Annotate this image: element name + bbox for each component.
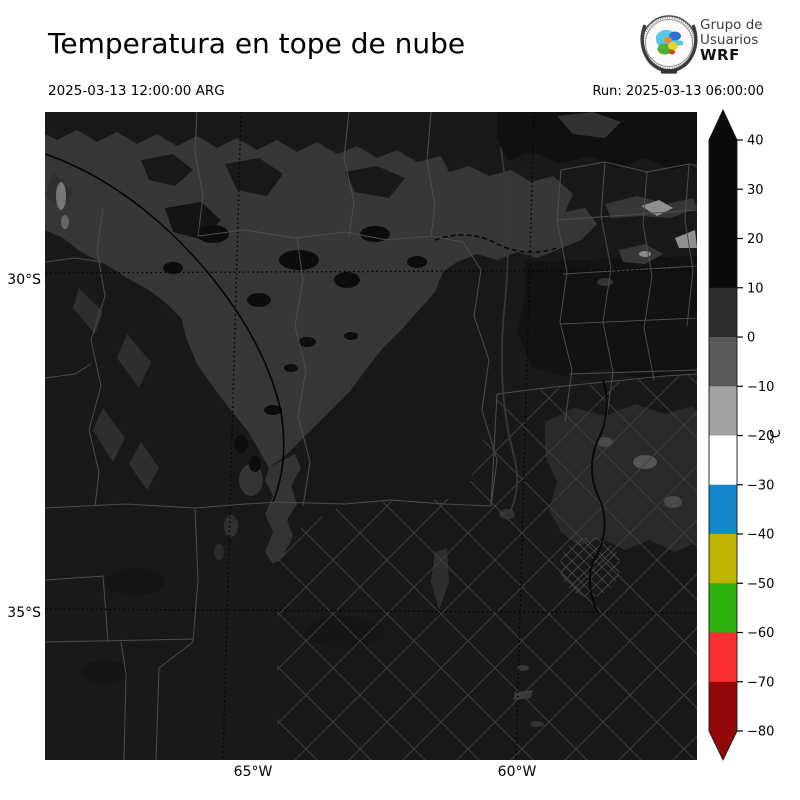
colorbar-band [709, 238, 737, 289]
colorbar-unit-label: °C [769, 429, 784, 445]
colorbar-band [709, 189, 737, 239]
logo-banner [661, 69, 677, 74]
logo-line-wrf: WRF [700, 46, 740, 64]
colorbar-tick-label: −30 [747, 478, 774, 493]
terrain-river-layer [45, 147, 608, 613]
lat-label-30s: 30°S [7, 272, 41, 288]
colorbar-band [709, 435, 737, 486]
colorbar-over-arrow [709, 110, 737, 140]
colorbar-tick-label: 10 [747, 281, 764, 296]
colorbar-tick-label: −80 [747, 725, 774, 740]
colorbar-band [709, 386, 737, 436]
logo-line-usuarios: Usuarios [700, 32, 759, 48]
map-canvas [45, 112, 697, 760]
colorbar-tick-label: −20 [747, 429, 774, 444]
lat-label-35s: 35°S [7, 605, 41, 621]
colorbar-bands [709, 140, 737, 732]
colorbar-tick-label: 40 [747, 134, 764, 149]
graticule-layer [45, 112, 697, 760]
colorbar-tick-label: −60 [747, 626, 774, 641]
run-time-label: Run: 2025-03-13 06:00:00 [592, 84, 764, 99]
gridline-30s [45, 269, 697, 274]
borders-layer [45, 112, 697, 760]
lon-label-60w: 60°W [497, 764, 537, 780]
colorbar-tick-label: −50 [747, 577, 774, 592]
colorbar-band [709, 534, 737, 584]
logo-wreath-right [671, 24, 698, 73]
lon-label-65w: 65°W [233, 764, 273, 780]
colorbar-band [709, 287, 737, 338]
logo-emblem [640, 15, 698, 74]
logo-line-grupo: Grupo de [700, 17, 763, 33]
logo-text: Grupo de Usuarios WRF [700, 18, 763, 63]
logo-inner-ring [645, 19, 693, 67]
colorbar-band [709, 140, 737, 190]
gridline-35s [45, 608, 697, 614]
colorbar-tick-label: 20 [747, 232, 764, 247]
logo-weather-map [655, 29, 684, 55]
wrf-logo [637, 10, 797, 76]
colorbar-tick-label: −70 [747, 675, 774, 690]
colorbar-band [709, 632, 737, 683]
colorbar-band [709, 681, 737, 732]
colorbar-tick-label: −40 [747, 528, 774, 543]
colorbar-band [709, 484, 737, 535]
warm-dark-patches-layer [81, 112, 697, 684]
logo-wreath-left [640, 24, 667, 73]
valid-time-label: 2025-03-13 12:00:00 ARG [48, 83, 225, 99]
colorbar: 40 30 20 10 0 −10 −20 −30 −40 −50 −60 −70 −80 °C [708, 108, 784, 762]
colorbar-band [709, 583, 737, 633]
colorbar-under-arrow [709, 731, 737, 760]
colorbar-band [709, 337, 737, 387]
page-title: Temperatura en tope de nube [48, 27, 466, 60]
colorbar-ticks: 40 30 20 10 0 −10 −20 −30 −40 −50 −60 −70 −80 [737, 134, 774, 740]
colorbar-tick-label: 30 [747, 183, 764, 198]
colorbar-tick-label: −10 [747, 380, 774, 395]
colorbar-tick-label: 0 [747, 331, 755, 346]
